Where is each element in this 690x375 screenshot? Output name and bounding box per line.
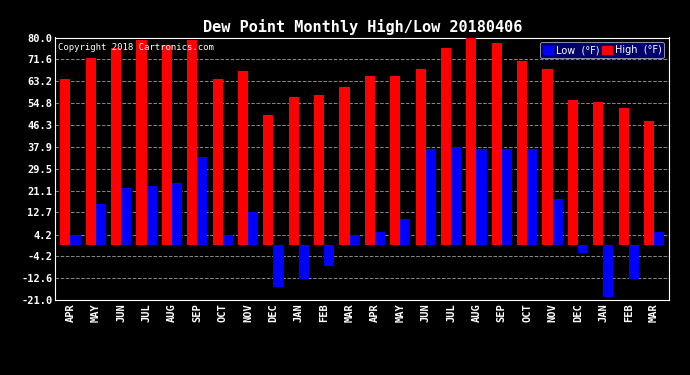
Bar <box>339 87 350 245</box>
Bar <box>476 149 486 245</box>
Bar <box>288 97 299 245</box>
Bar <box>578 245 588 253</box>
Text: Copyright 2018 Cartronics.com: Copyright 2018 Cartronics.com <box>58 43 214 52</box>
Bar <box>324 245 335 266</box>
Bar <box>238 71 248 245</box>
Bar <box>111 48 121 245</box>
Legend: Low  (°F), High  (°F): Low (°F), High (°F) <box>540 42 664 58</box>
Bar <box>375 232 385 245</box>
Bar <box>86 58 96 245</box>
Bar <box>629 245 639 279</box>
Bar <box>264 116 273 245</box>
Bar <box>365 76 375 245</box>
Bar <box>502 149 512 245</box>
Bar <box>146 186 157 245</box>
Bar <box>568 100 578 245</box>
Bar <box>197 157 208 245</box>
Bar <box>415 69 426 245</box>
Bar <box>527 149 538 245</box>
Bar <box>654 232 664 245</box>
Bar <box>121 188 131 245</box>
Bar <box>248 211 258 245</box>
Bar <box>466 38 476 245</box>
Bar <box>273 245 284 287</box>
Bar <box>441 48 451 245</box>
Bar <box>400 219 411 245</box>
Bar <box>553 199 563 245</box>
Bar <box>603 245 613 297</box>
Bar <box>426 149 436 245</box>
Title: Dew Point Monthly High/Low 20180406: Dew Point Monthly High/Low 20180406 <box>203 19 522 35</box>
Bar <box>517 61 527 245</box>
Bar <box>618 108 629 245</box>
Bar <box>350 235 359 245</box>
Bar <box>542 69 553 245</box>
Bar <box>172 183 182 245</box>
Bar <box>593 102 603 245</box>
Bar <box>137 40 146 245</box>
Bar <box>223 235 233 245</box>
Bar <box>299 245 309 279</box>
Bar <box>60 79 70 245</box>
Bar <box>96 204 106 245</box>
Bar <box>644 121 654 245</box>
Bar <box>390 76 400 245</box>
Bar <box>70 235 81 245</box>
Bar <box>314 94 324 245</box>
Bar <box>161 45 172 245</box>
Bar <box>187 40 197 245</box>
Bar <box>451 147 461 245</box>
Bar <box>492 43 502 245</box>
Bar <box>213 79 223 245</box>
